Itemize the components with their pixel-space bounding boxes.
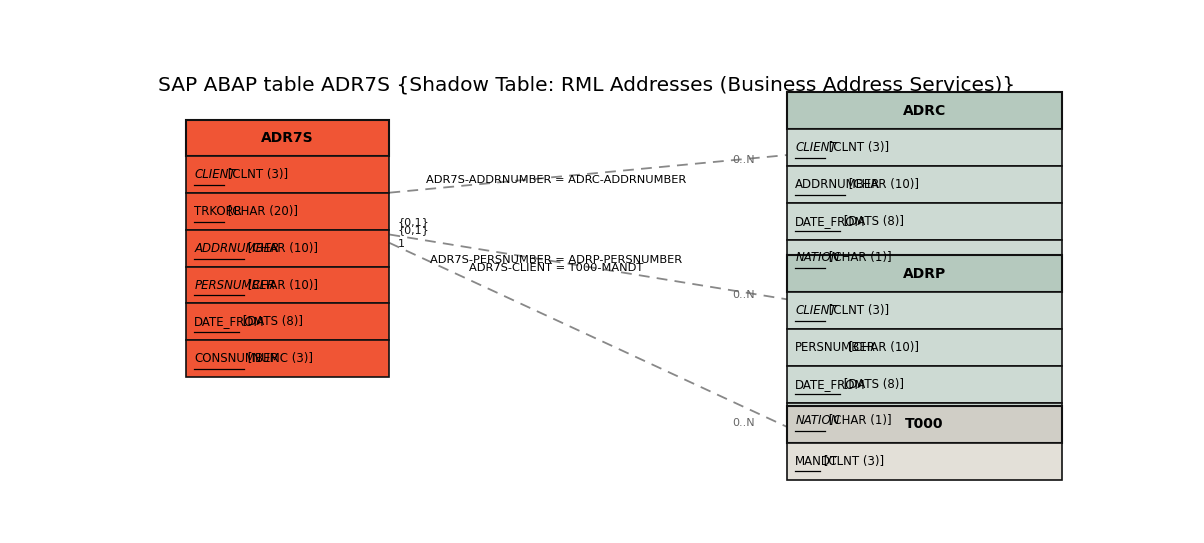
Text: [CLNT (3)]: [CLNT (3)] <box>224 168 288 181</box>
Polygon shape <box>787 402 1062 439</box>
Text: ADDRNUMBER: ADDRNUMBER <box>194 242 279 255</box>
Text: [DATS (8)]: [DATS (8)] <box>839 378 904 390</box>
Polygon shape <box>787 129 1062 166</box>
Text: ADDRNUMBER: ADDRNUMBER <box>796 178 880 191</box>
Text: {0,1}: {0,1} <box>397 225 430 235</box>
Text: [CHAR (10)]: [CHAR (10)] <box>243 279 318 292</box>
Polygon shape <box>185 156 389 193</box>
Polygon shape <box>787 255 1062 292</box>
Text: MANDT: MANDT <box>796 454 838 468</box>
Text: 1: 1 <box>397 239 405 249</box>
Text: [CHAR (1)]: [CHAR (1)] <box>825 414 892 427</box>
Text: DATE_FROM: DATE_FROM <box>194 315 265 329</box>
Text: NATION: NATION <box>796 251 839 264</box>
Text: DATE_FROM: DATE_FROM <box>796 214 866 228</box>
Text: [CHAR (10)]: [CHAR (10)] <box>243 242 318 255</box>
Text: [CHAR (20)]: [CHAR (20)] <box>224 205 299 218</box>
Polygon shape <box>185 119 389 156</box>
Text: 0..N: 0..N <box>732 418 755 428</box>
Polygon shape <box>185 230 389 267</box>
Polygon shape <box>787 203 1062 239</box>
Text: ADRC: ADRC <box>903 104 946 118</box>
Polygon shape <box>787 329 1062 366</box>
Text: 0..N: 0..N <box>732 290 755 300</box>
Polygon shape <box>787 239 1062 276</box>
Text: [CHAR (1)]: [CHAR (1)] <box>825 251 892 264</box>
Text: [NUMC (3)]: [NUMC (3)] <box>243 352 313 365</box>
Text: SAP ABAP table ADR7S {Shadow Table: RML Addresses (Business Address Services)}: SAP ABAP table ADR7S {Shadow Table: RML … <box>158 75 1015 94</box>
Text: [CLNT (3)]: [CLNT (3)] <box>825 141 889 154</box>
Text: PERSNUMBER: PERSNUMBER <box>796 341 877 354</box>
Text: 0..N: 0..N <box>732 155 755 166</box>
Text: NATION: NATION <box>796 414 839 427</box>
Text: CLIENT: CLIENT <box>796 141 837 154</box>
Text: PERSNUMBER: PERSNUMBER <box>194 279 276 292</box>
Polygon shape <box>787 406 1062 443</box>
Polygon shape <box>787 366 1062 402</box>
Polygon shape <box>787 292 1062 329</box>
Text: {0,1}: {0,1} <box>397 217 430 227</box>
Text: [CLNT (3)]: [CLNT (3)] <box>820 454 884 468</box>
Polygon shape <box>787 92 1062 129</box>
Polygon shape <box>185 267 389 304</box>
Polygon shape <box>185 304 389 340</box>
Text: [DATS (8)]: [DATS (8)] <box>839 214 904 228</box>
Text: [CHAR (10)]: [CHAR (10)] <box>845 178 919 191</box>
Text: [CLNT (3)]: [CLNT (3)] <box>825 304 889 317</box>
Polygon shape <box>787 166 1062 203</box>
Polygon shape <box>185 340 389 377</box>
Text: ADR7S-CLIENT = T000-MANDT: ADR7S-CLIENT = T000-MANDT <box>470 263 643 273</box>
Text: [DATS (8)]: [DATS (8)] <box>238 315 303 329</box>
Text: ADRP: ADRP <box>903 267 946 281</box>
Text: T000: T000 <box>905 418 944 431</box>
Text: ADR7S: ADR7S <box>261 131 314 145</box>
Text: CLIENT: CLIENT <box>796 304 837 317</box>
Polygon shape <box>185 193 389 230</box>
Text: [CHAR (10)]: [CHAR (10)] <box>845 341 919 354</box>
Text: DATE_FROM: DATE_FROM <box>796 378 866 390</box>
Polygon shape <box>787 443 1062 479</box>
Text: ADR7S-ADDRNUMBER = ADRC-ADDRNUMBER: ADR7S-ADDRNUMBER = ADRC-ADDRNUMBER <box>426 175 686 185</box>
Text: ADR7S-PERSNUMBER = ADRP-PERSNUMBER: ADR7S-PERSNUMBER = ADRP-PERSNUMBER <box>430 255 683 264</box>
Text: TRKORR: TRKORR <box>194 205 242 218</box>
Text: CONSNUMBER: CONSNUMBER <box>194 352 279 365</box>
Text: CLIENT: CLIENT <box>194 168 236 181</box>
